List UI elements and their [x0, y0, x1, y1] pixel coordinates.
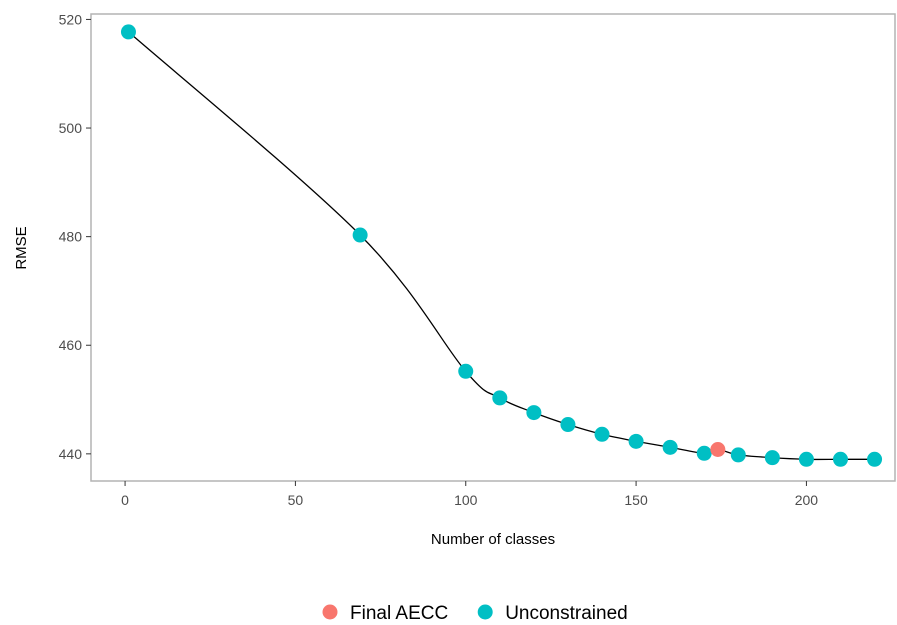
unconstrained-point — [765, 450, 780, 465]
x-tick-label: 200 — [795, 492, 819, 508]
x-tick-label: 0 — [121, 492, 129, 508]
unconstrained-point — [121, 24, 136, 39]
x-tick-label: 150 — [624, 492, 648, 508]
unconstrained-point — [595, 427, 610, 442]
y-tick-label: 480 — [59, 229, 83, 245]
unconstrained-point — [867, 452, 882, 467]
plot-panel — [91, 14, 895, 481]
legend-label-unconstrained: Unconstrained — [505, 603, 628, 624]
y-tick-label: 440 — [59, 446, 83, 462]
unconstrained-point — [663, 440, 678, 455]
y-axis: 440 460 480 500 520 — [59, 11, 91, 461]
unconstrained-point — [458, 364, 473, 379]
legend: Final AECC Unconstrained — [323, 603, 628, 624]
unconstrained-point — [799, 452, 814, 467]
unconstrained-point — [353, 228, 368, 243]
x-axis-title: Number of classes — [431, 531, 555, 548]
legend-label-final-aecc: Final AECC — [350, 603, 448, 624]
unconstrained-point — [833, 452, 848, 467]
unconstrained-point — [629, 434, 644, 449]
unconstrained-point — [731, 447, 746, 462]
x-tick-label: 100 — [454, 492, 478, 508]
unconstrained-point — [697, 446, 712, 461]
x-axis: 0 50 100 150 200 — [121, 481, 818, 508]
legend-key-unconstrained — [478, 605, 493, 620]
unconstrained-point — [492, 390, 507, 405]
y-tick-label: 500 — [59, 120, 83, 136]
x-tick-label: 50 — [288, 492, 304, 508]
legend-key-final-aecc — [323, 605, 338, 620]
y-tick-label: 460 — [59, 337, 83, 353]
unconstrained-point — [560, 417, 575, 432]
final-aecc-point — [710, 442, 725, 457]
y-axis-title: RMSE — [13, 226, 30, 269]
y-tick-label: 520 — [59, 11, 83, 27]
unconstrained-point — [526, 405, 541, 420]
